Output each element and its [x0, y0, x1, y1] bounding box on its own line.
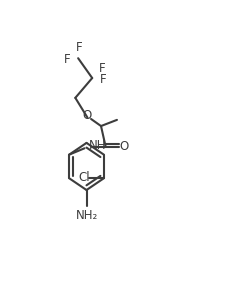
Text: F: F [64, 53, 71, 66]
Text: NH: NH [89, 139, 106, 152]
Text: O: O [83, 108, 92, 122]
Text: F: F [100, 73, 106, 86]
Text: Cl: Cl [78, 171, 90, 184]
Text: F: F [99, 62, 106, 75]
Text: F: F [76, 41, 83, 54]
Text: O: O [120, 140, 129, 153]
Text: NH₂: NH₂ [76, 209, 98, 222]
